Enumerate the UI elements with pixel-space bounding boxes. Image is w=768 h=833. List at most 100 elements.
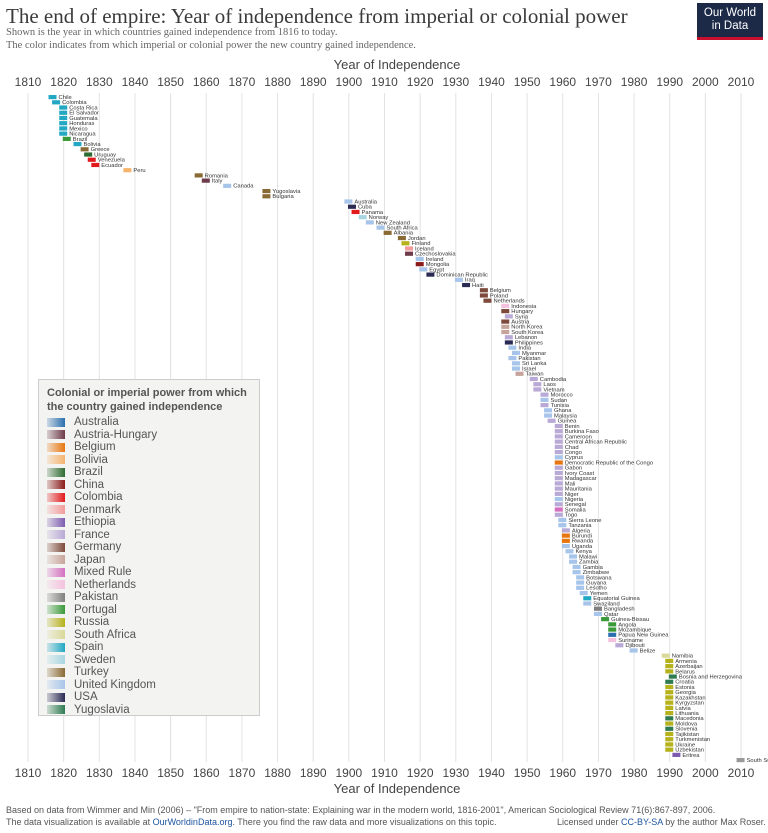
x-tick-bottom-1920: 1920: [407, 766, 434, 780]
page-title: The end of empire: Year of independence …: [6, 4, 628, 28]
country-mark: Ukraine: [665, 742, 695, 748]
x-tick-top-1850: 1850: [157, 75, 184, 89]
country-label: Swaziland: [593, 601, 619, 607]
country-mark: Canada: [223, 183, 254, 190]
country-bar: [554, 486, 563, 491]
footer-site-link[interactable]: OurWorldinData.org: [152, 817, 233, 827]
owid-logo[interactable]: Our World in Data: [697, 3, 763, 40]
country-label: Finland: [411, 241, 430, 247]
country-bar: [576, 585, 585, 590]
country-label: Ukraine: [675, 742, 695, 748]
country-mark: South Korea: [501, 329, 544, 336]
country-bar: [533, 382, 542, 387]
country-bar: [415, 256, 424, 262]
country-mark: Benin: [554, 423, 580, 430]
country-bar: [608, 637, 617, 643]
country-label: Bosnia and Herzegovina: [679, 674, 743, 680]
x-tick-top-1890: 1890: [300, 75, 327, 89]
country-label: Indonesia: [511, 304, 537, 310]
legend-swatch: [47, 417, 65, 427]
country-bar: [87, 157, 96, 162]
country-mark: Iceland: [405, 246, 434, 252]
legend-item: Turkey: [47, 666, 251, 679]
x-tick-top-1900: 1900: [335, 75, 362, 89]
country-mark: Kyrgyzstan: [665, 700, 704, 707]
country-bar: [554, 429, 563, 434]
country-label: Czechoslovakia: [415, 252, 456, 258]
country-label: Jordan: [408, 236, 426, 242]
x-tick-top-1980: 1980: [621, 75, 648, 89]
country-label: Ghana: [554, 408, 572, 414]
legend-item: Spain: [47, 641, 251, 654]
country-bar: [665, 731, 674, 737]
legend-swatch: [47, 505, 65, 515]
country-label: Bangladesh: [604, 607, 635, 613]
country-bar: [223, 183, 232, 188]
x-axis-label-bottom: Year of Independence: [334, 781, 461, 796]
country-bar: [405, 246, 414, 251]
country-bar: [508, 345, 517, 350]
country-label: Burkina Faso: [565, 429, 599, 435]
country-mark: Lithuania: [665, 711, 700, 717]
country-label: Italy: [212, 179, 223, 185]
country-bar: [554, 449, 563, 455]
legend-swatch: [47, 517, 65, 527]
country-label: Turkmenistan: [675, 737, 710, 743]
country-mark: South Africa: [376, 225, 419, 232]
legend-item: United Kingdom: [47, 679, 251, 692]
country-bar: [123, 168, 132, 173]
footer-license-prefix: Licensed under: [557, 817, 622, 827]
country-bar: [593, 606, 602, 611]
country-mark: Nicaragua: [59, 131, 96, 138]
country-bar: [52, 100, 61, 105]
country-label: Belarus: [675, 669, 695, 675]
country-mark: Romania: [194, 173, 229, 179]
x-tick-top-1870: 1870: [229, 75, 256, 89]
country-mark: Morocco: [540, 392, 573, 399]
x-tick-bottom-1850: 1850: [157, 766, 184, 780]
country-mark: Zimbabwe: [572, 570, 609, 576]
country-mark: Niger: [554, 491, 579, 498]
x-tick-bottom-1990: 1990: [656, 766, 683, 780]
country-label: Albania: [394, 231, 414, 237]
country-bar: [665, 737, 674, 742]
x-tick-bottom-1840: 1840: [122, 766, 149, 780]
country-label: Panama: [362, 210, 384, 216]
country-mark: Gabon: [554, 465, 582, 472]
country-mark: Moldova: [665, 721, 698, 727]
footer-license-link[interactable]: CC-BY-SA: [621, 817, 663, 827]
country-mark: Zambia: [569, 559, 599, 566]
legend-label: Spain: [74, 641, 104, 654]
country-label: Ivory Coast: [565, 471, 595, 477]
country-mark: Czechoslovakia: [405, 251, 456, 258]
legend-swatch: [47, 617, 65, 627]
country-label: Congo: [565, 450, 582, 456]
logo-line-2: in Data: [711, 20, 749, 32]
country-bar: [344, 199, 353, 204]
legend-label: Pakistan: [74, 591, 119, 604]
legend-items: Australia Austria-Hungary Belgium Bolivia Br…: [47, 416, 251, 716]
country-label: Uganda: [572, 544, 593, 550]
country-mark: Albania: [383, 230, 414, 237]
country-label: Burundi: [572, 534, 592, 540]
country-label: Belgium: [490, 288, 511, 294]
country-mark: Bosnia and Herzegovina: [668, 674, 743, 680]
country-mark: Uzbekistan: [665, 747, 704, 754]
country-mark: Malawi: [569, 554, 597, 560]
country-bar: [736, 758, 745, 763]
country-label: Norway: [369, 215, 389, 221]
country-label: Pakistan: [518, 356, 540, 362]
country-bar: [554, 460, 563, 465]
country-bar: [547, 418, 556, 423]
country-mark: Belarus: [665, 669, 695, 675]
country-label: South Korea: [511, 330, 544, 336]
legend-swatch: [47, 655, 65, 665]
country-bar: [454, 277, 463, 282]
country-bar: [554, 507, 563, 512]
country-bar: [629, 648, 638, 653]
country-bar: [572, 570, 581, 575]
country-bar: [84, 152, 93, 157]
country-label: Australia: [354, 199, 377, 205]
country-bar: [504, 314, 513, 319]
country-mark: Ireland: [415, 256, 443, 263]
